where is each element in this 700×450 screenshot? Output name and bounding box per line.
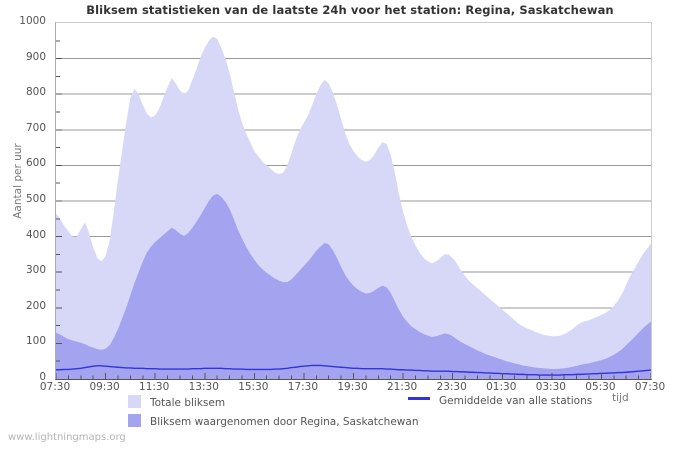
plot-area — [55, 22, 652, 380]
legend-swatch-average — [408, 397, 430, 400]
line-average — [56, 364, 651, 376]
x-tick-label: 07:30 — [39, 381, 71, 393]
y-tick-label: 500 — [25, 193, 46, 205]
legend-label-total: Totale bliksem — [150, 397, 226, 409]
x-axis-label: tijd — [612, 392, 629, 404]
x-tick-label: 01:30 — [486, 381, 517, 393]
site-footer: www.lightningmaps.org — [8, 432, 126, 443]
x-tick-label: 05:30 — [585, 381, 616, 393]
y-tick-label: 300 — [25, 264, 46, 277]
x-tick-label: 13:30 — [188, 381, 219, 393]
x-tick-label: 19:30 — [337, 381, 368, 393]
legend-item-total[interactable]: Totale bliksem — [128, 395, 225, 409]
legend-swatch-total — [128, 395, 141, 408]
legend-swatch-station — [128, 414, 141, 427]
x-tick-label: 17:30 — [287, 381, 319, 393]
chart-legend: Totale bliksem Bliksem waargenomen door … — [0, 392, 700, 432]
legend-label-station: Bliksem waargenomen door Regina, Saskatc… — [150, 416, 419, 428]
y-tick-label: 0 — [39, 371, 46, 383]
x-tick-label: 11:30 — [139, 381, 170, 393]
legend-item-average[interactable]: Gemiddelde van alle stations — [408, 395, 592, 407]
x-tick-label: 23:30 — [436, 381, 467, 393]
y-tick-label: 200 — [25, 299, 46, 312]
x-tick-label: 07:30 — [634, 381, 666, 393]
legend-label-average: Gemiddelde van alle stations — [439, 395, 593, 407]
y-tick-label: 100 — [25, 335, 46, 348]
area-station — [56, 193, 651, 379]
y-tick-label: 1000 — [19, 15, 46, 27]
chart-canvas — [56, 36, 651, 379]
y-tick-label: 400 — [25, 228, 46, 241]
y-tick-label: 700 — [25, 121, 46, 134]
x-tick-label: 15:30 — [238, 381, 269, 393]
x-tick-label: 09:30 — [89, 381, 120, 393]
x-tick-label: 03:30 — [535, 381, 566, 393]
y-tick-label: 900 — [25, 50, 46, 63]
y-tick-label: 800 — [25, 86, 46, 99]
legend-item-station[interactable]: Bliksem waargenomen door Regina, Saskatc… — [128, 414, 418, 428]
page-title: Bliksem statistieken van de laatste 24h … — [86, 3, 614, 17]
x-tick-label: 21:30 — [386, 381, 418, 393]
y-tick-label: 600 — [25, 157, 46, 170]
